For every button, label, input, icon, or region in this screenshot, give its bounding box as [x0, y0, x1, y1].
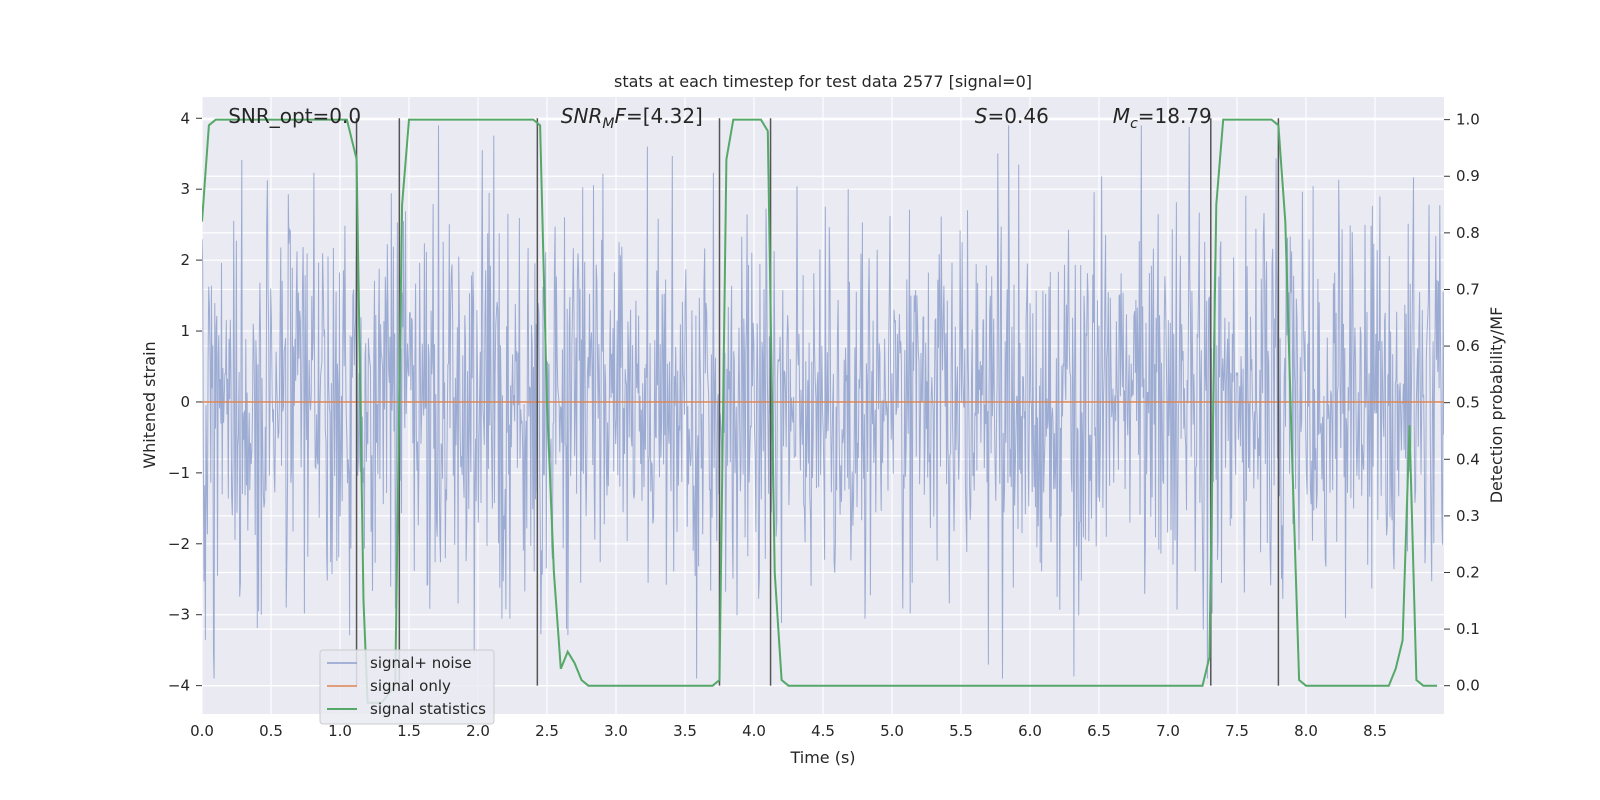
y-tick-label: −1 — [168, 464, 190, 482]
noise-trace — [202, 125, 1444, 679]
annotation: Mc=18.79 — [1113, 104, 1212, 132]
x-tick-label: 5.5 — [949, 722, 973, 740]
x-tick-label: 2.5 — [535, 722, 559, 740]
x-tick-label: 2.0 — [466, 722, 490, 740]
right-y-tick-label: 0.1 — [1456, 620, 1480, 638]
x-tick-label: 7.0 — [1156, 722, 1180, 740]
legend: signal+ noise signal only signal statist… — [319, 649, 495, 725]
right-y-tick-label: 0.8 — [1456, 224, 1480, 242]
right-y-tick-label: 0.2 — [1456, 563, 1480, 581]
legend-label-signal-statistics: signal statistics — [370, 700, 486, 718]
right-y-tick-label: 0.3 — [1456, 507, 1480, 525]
x-tick-labels: 0.0 0.5 1.0 1.5 2.0 2.5 3.0 3.5 4.0 4.5 5.0 5.5 6.0 6… — [190, 722, 1387, 740]
y-tick-label: 2 — [180, 251, 190, 269]
right-y-tick-label: 0.7 — [1456, 280, 1480, 298]
right-y-tick-label: 0.4 — [1456, 450, 1480, 468]
right-y-tick-label: 0.0 — [1456, 677, 1480, 695]
y-tick-label: 0 — [180, 393, 190, 411]
y-axis-label: Whitened strain — [140, 341, 159, 468]
x-tick-label: 4.5 — [811, 722, 835, 740]
x-tick-label: 5.0 — [880, 722, 904, 740]
series-signal-plus-noise — [202, 125, 1444, 679]
x-tick-label: 7.5 — [1225, 722, 1249, 740]
annotation: SNR_opt=0.0 — [228, 104, 361, 128]
annotation: S=0.46 — [975, 104, 1049, 128]
x-tick-label: 8.5 — [1363, 722, 1387, 740]
right-y-tick-labels: 1.0 0.9 0.8 0.7 0.6 0.5 0.4 0.3 0.2 0.1 0.0 — [1444, 111, 1480, 695]
right-y-axis-label: Detection probability/MF — [1487, 307, 1506, 504]
x-tick-label: 3.5 — [673, 722, 697, 740]
legend-label-signal-plus-noise: signal+ noise — [370, 654, 472, 672]
chart-title: stats at each timestep for test data 257… — [614, 72, 1032, 91]
y-tick-label: 3 — [180, 180, 190, 198]
y-tick-label: −4 — [168, 677, 190, 695]
x-tick-label: 6.0 — [1018, 722, 1042, 740]
right-y-tick-label: 0.5 — [1456, 394, 1480, 412]
right-y-tick-label: 1.0 — [1456, 111, 1480, 129]
y-tick-label: −3 — [168, 606, 190, 624]
legend-label-signal-only: signal only — [370, 677, 451, 695]
x-tick-label: 3.0 — [604, 722, 628, 740]
x-tick-label: 0.0 — [190, 722, 214, 740]
y-tick-label: 1 — [180, 322, 190, 340]
legend-box — [319, 649, 495, 725]
x-tick-label: 4.0 — [742, 722, 766, 740]
y-tick-label: −2 — [168, 535, 190, 553]
annotations: SNR_opt=0.0 SNRMF=[4.32] S=0.46 Mc=18.79 — [228, 104, 1212, 132]
y-tick-label: 4 — [180, 109, 190, 127]
x-tick-label: 1.5 — [397, 722, 421, 740]
x-axis-label: Time (s) — [789, 748, 855, 767]
right-y-tick-label: 0.9 — [1456, 167, 1480, 185]
right-y-tick-label: 0.6 — [1456, 337, 1480, 355]
x-tick-label: 1.0 — [328, 722, 352, 740]
x-tick-label: 0.5 — [259, 722, 283, 740]
x-tick-label: 8.0 — [1294, 722, 1318, 740]
x-tick-label: 6.5 — [1087, 722, 1111, 740]
y-tick-labels: 4 3 2 1 0 −1 −2 −3 −4 — [168, 109, 202, 695]
annotation: SNRMF=[4.32] — [561, 104, 703, 132]
